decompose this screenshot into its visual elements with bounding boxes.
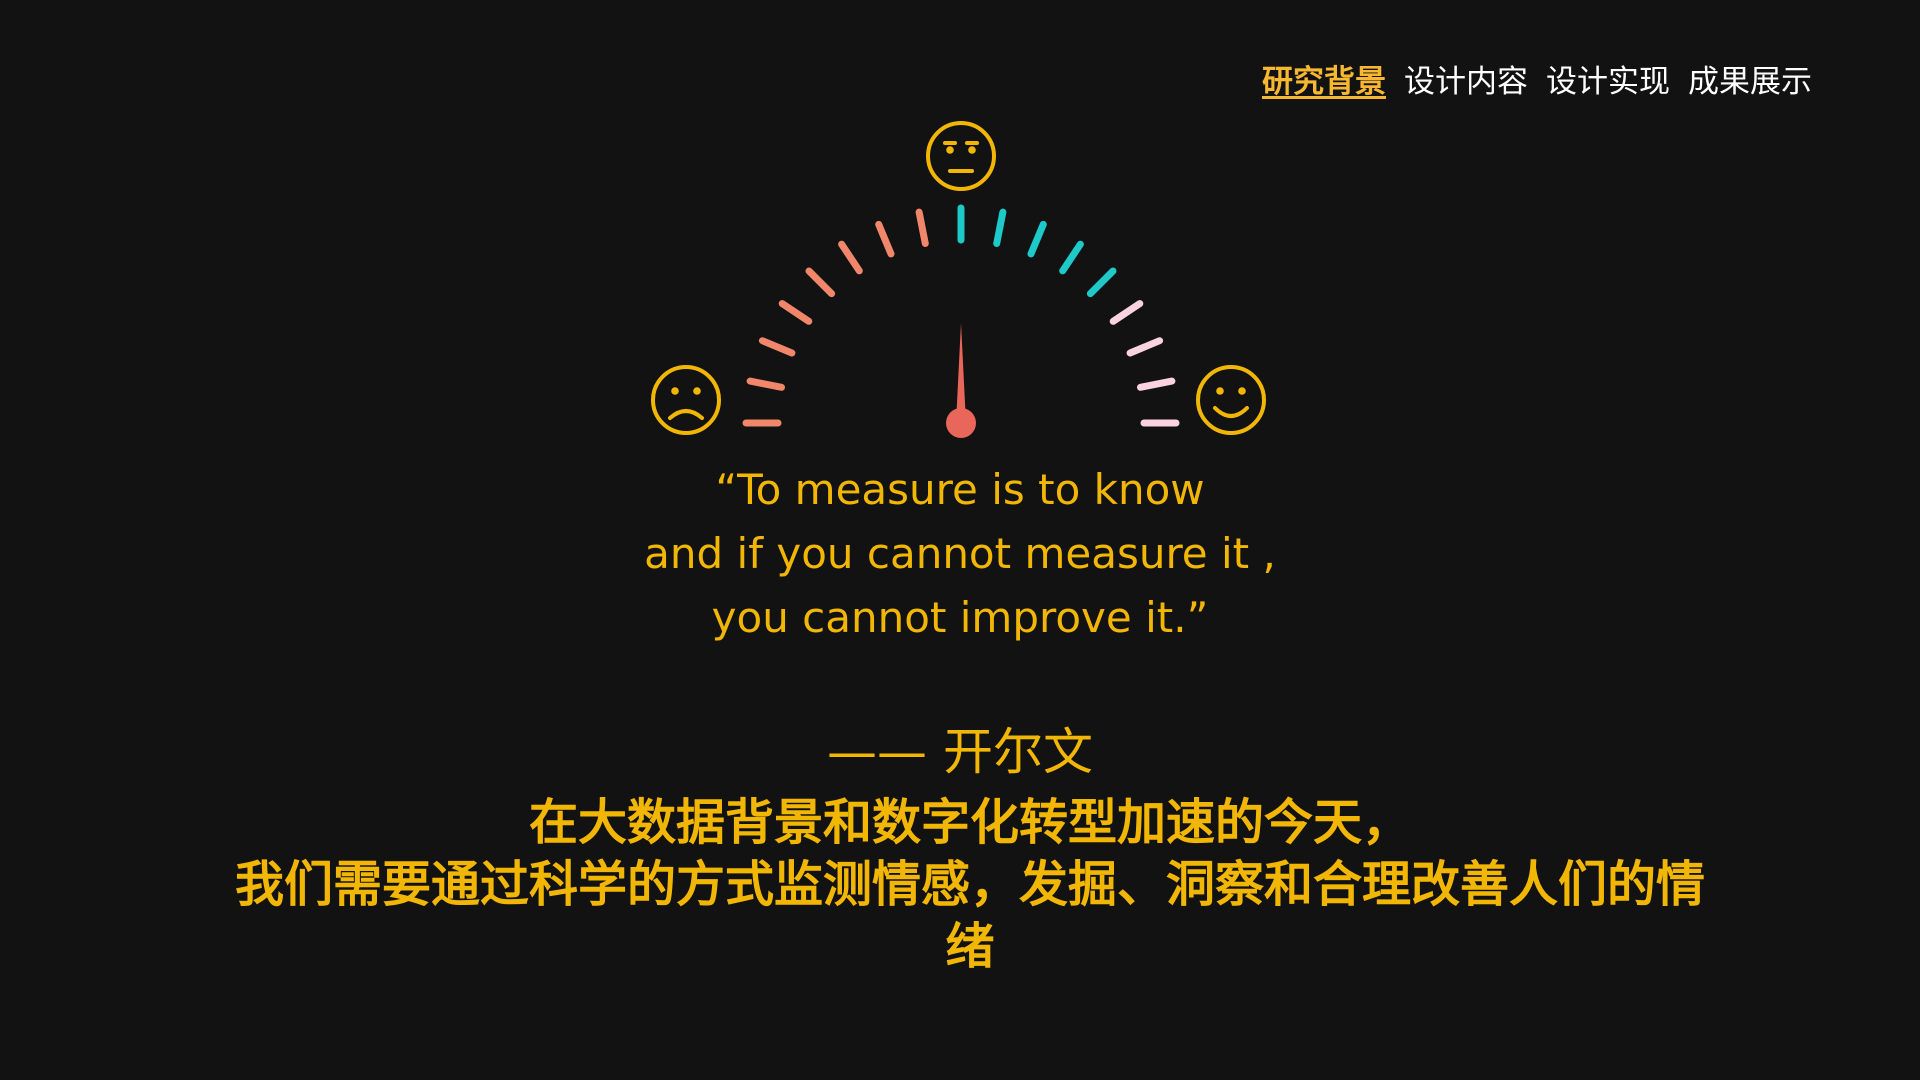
nav-item-research-background[interactable]: 研究背景 [1262,64,1386,100]
sad-face-icon [651,365,721,435]
gauge-tick [746,377,785,391]
quote: “To measure is to know and if you cannot… [560,458,1360,650]
mood-gauge [651,121,1266,438]
body-line-1: 在大数据背景和数字化转型加速的今天， [528,794,1411,851]
gauge-tick [778,300,813,325]
gauge-tick [1027,220,1047,258]
quote-line-2: and if you cannot measure it , [644,529,1276,578]
gauge-tick [805,267,836,298]
gauge-tick [1059,240,1084,275]
quote-line-1: “To measure is to know [715,465,1205,514]
body-line-3: 绪 [945,918,995,975]
nav-item-design-content[interactable]: 设计内容 [1404,64,1528,100]
gauge-tick [758,337,796,357]
gauge-tick [875,220,895,258]
gauge-needle [946,323,976,438]
nav-item-results-display[interactable]: 成果展示 [1688,64,1812,100]
gauge-tick [1126,337,1164,357]
gauge-tick [838,240,863,275]
neutral-face-icon [926,121,996,191]
gauge-tick [1086,267,1117,298]
nav-item-design-implementation[interactable]: 设计实现 [1546,64,1670,100]
quote-author: —— 开尔文 [827,723,1093,781]
gauge-tick [993,208,1007,247]
quote-line-3: you cannot improve it.” [711,593,1209,642]
gauge-tick [1109,300,1144,325]
gauge-tick [915,208,929,247]
happy-face-icon [1196,365,1266,435]
gauge-ticks [742,204,1180,427]
gauge-needle-pointer [956,323,966,423]
body-text: 在大数据背景和数字化转型加速的今天， 我们需要通过科学的方式监测情感，发掘、洞察… [140,792,1800,978]
top-nav: 研究背景 设计内容 设计实现 成果展示 [1262,64,1812,101]
gauge-needle-hub [946,408,976,438]
body-line-2: 我们需要通过科学的方式监测情感，发掘、洞察和合理改善人们的情 [234,856,1705,913]
gauge-tick [1137,377,1176,391]
